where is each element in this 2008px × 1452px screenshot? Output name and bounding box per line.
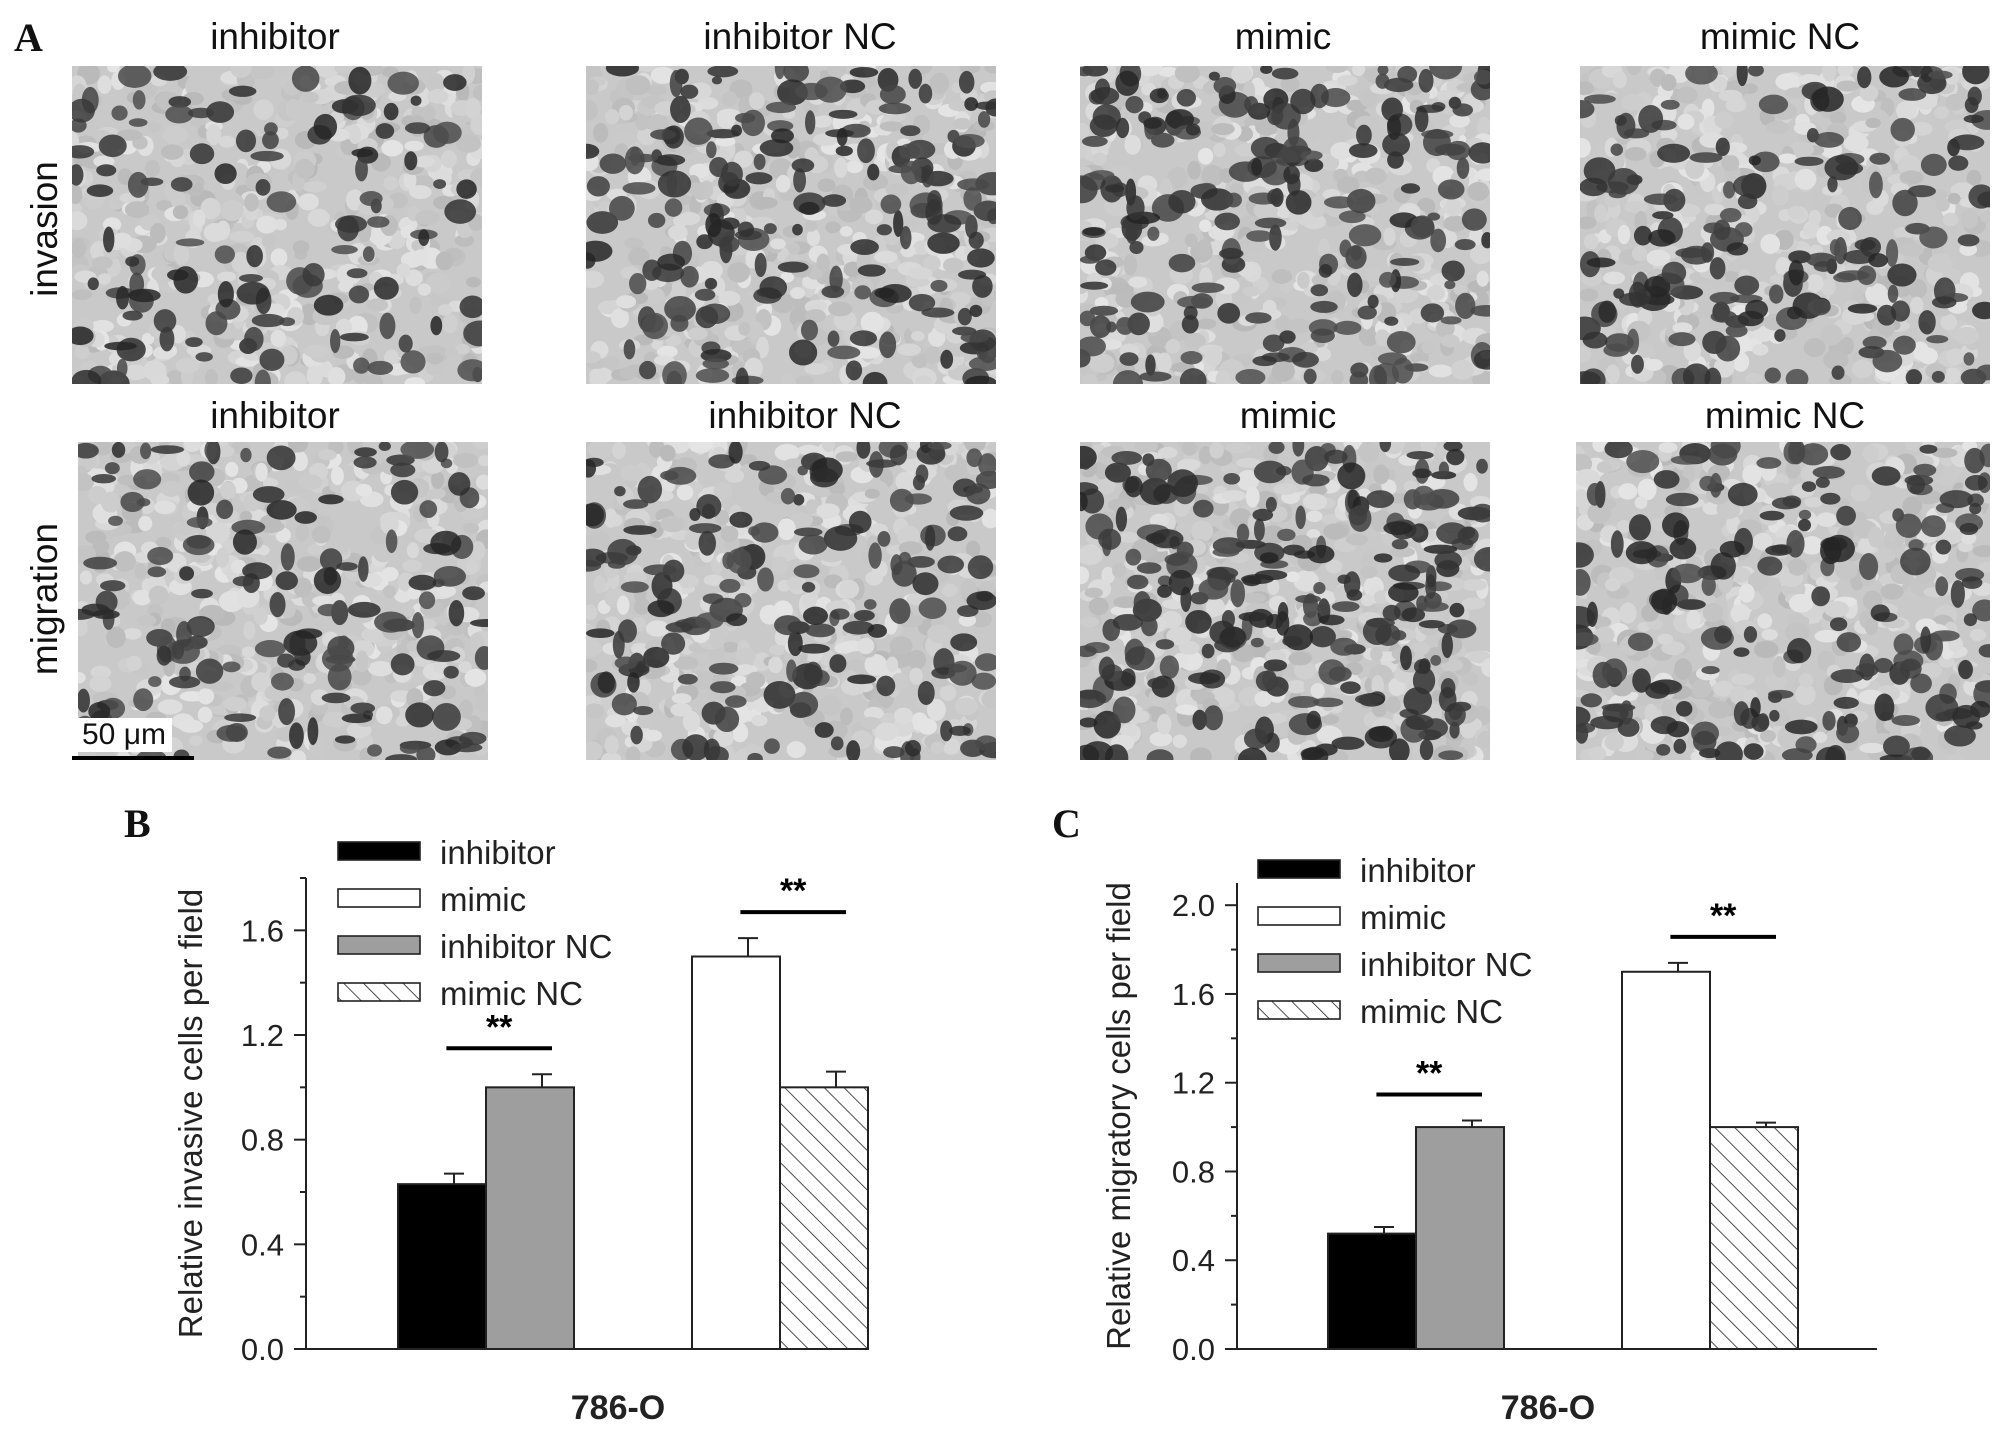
micrograph-texture — [1580, 66, 1990, 384]
y-tick-label: 1.6 — [1172, 977, 1215, 1012]
micrograph-migration-mimic-nc — [1576, 442, 1990, 760]
legend-swatch — [337, 935, 421, 955]
micrograph-invasion-inhibitor-nc — [586, 66, 996, 384]
legend-swatch — [1257, 953, 1341, 973]
micrograph-texture — [72, 66, 482, 384]
y-tick-label: 1.2 — [241, 1018, 284, 1053]
micrograph-invasion-mimic-nc — [1580, 66, 1990, 384]
micrograph-migration-inhibitor-nc — [586, 442, 996, 760]
legend-label: mimic NC — [440, 975, 583, 1012]
bar-mimic-nc — [779, 1086, 869, 1350]
micrograph-migration-mimic — [1080, 442, 1490, 760]
x-axis-label: 786-O — [1501, 1389, 1596, 1427]
legend-swatch — [1257, 859, 1341, 879]
scalebar — [72, 756, 194, 760]
invasion-label-inhibitor-nc: inhibitor NC — [703, 16, 897, 57]
y-tick-label: 0.8 — [1172, 1154, 1215, 1189]
scalebar-label: 50 μm — [76, 718, 172, 752]
row-label-migration: migration — [24, 522, 65, 676]
micrograph-texture — [586, 66, 996, 384]
panel-b-letter: B — [124, 801, 151, 846]
y-tick-label: 2.0 — [1172, 888, 1215, 923]
legend-label: inhibitor NC — [440, 928, 612, 965]
y-tick-label: 0.0 — [1172, 1332, 1215, 1367]
invasion-label-mimic: mimic — [1234, 16, 1332, 57]
micrograph-migration-inhibitor — [78, 442, 488, 760]
legend-swatch — [1257, 906, 1341, 926]
migration-label-mimic-nc: mimic NC — [1704, 395, 1866, 436]
migration-label-mimic: mimic — [1239, 395, 1337, 436]
panel-c-letter: C — [1052, 801, 1081, 846]
y-tick-label: 0.0 — [241, 1332, 284, 1367]
panel-a-letter: A — [14, 15, 43, 60]
micrograph-texture — [78, 442, 488, 760]
row-label-invasion: invasion — [24, 161, 65, 297]
micrograph-invasion-inhibitor — [72, 66, 482, 384]
legend-label: mimic — [1360, 899, 1446, 936]
bar-mimic-nc — [1709, 1126, 1799, 1350]
micrograph-texture — [1080, 442, 1490, 760]
y-tick-label: 1.6 — [241, 913, 284, 948]
micrograph-invasion-mimic — [1080, 66, 1490, 384]
legend-label: inhibitor — [440, 834, 556, 871]
micrograph-texture — [586, 442, 996, 760]
micrograph-texture — [1080, 66, 1490, 384]
y-tick-label: 0.4 — [241, 1227, 284, 1262]
invasion-label-inhibitor: inhibitor — [210, 16, 340, 57]
legend-label: mimic NC — [1360, 993, 1503, 1030]
migration-label-inhibitor-nc: inhibitor NC — [708, 395, 902, 436]
legend-swatch — [1257, 1000, 1341, 1020]
invasion-label-mimic-nc: mimic NC — [1699, 16, 1861, 57]
bar-inhibitor-nc — [1415, 1126, 1505, 1350]
significance-label: ** — [1710, 897, 1737, 935]
bar-inhibitor-nc — [485, 1086, 575, 1350]
x-axis-label: 786-O — [571, 1389, 666, 1427]
legend-swatch — [337, 982, 421, 1002]
chart-migratory: 0.0 0.4 0.8 1.2 1.6 2.0 Relative migratory cel… — [1100, 852, 1877, 1427]
bar-mimic — [691, 955, 781, 1350]
migration-label-inhibitor: inhibitor — [210, 395, 340, 436]
significance-label: ** — [780, 872, 807, 910]
y-tick-label: 1.2 — [1172, 1066, 1215, 1101]
significance-label: ** — [1416, 1054, 1443, 1092]
legend-swatch — [337, 841, 421, 861]
chart-invasive: 0.0 0.4 0.8 1.2 1.6 Relative invasive cells p… — [172, 834, 869, 1427]
y-axis-label: Relative invasive cells per field — [172, 889, 209, 1338]
micrograph-texture — [1576, 442, 1990, 760]
bar-inhibitor — [1327, 1232, 1417, 1350]
y-tick-label: 0.4 — [1172, 1243, 1215, 1278]
legend-swatch — [337, 888, 421, 908]
bar-inhibitor — [397, 1183, 487, 1350]
y-tick-label: 0.8 — [241, 1123, 284, 1158]
significance-label: ** — [486, 1008, 513, 1046]
legend-label: inhibitor NC — [1360, 946, 1532, 983]
legend-label: mimic — [440, 881, 526, 918]
legend-label: inhibitor — [1360, 852, 1476, 889]
bar-mimic — [1621, 970, 1711, 1350]
y-axis-label: Relative migratory cells per field — [1100, 882, 1137, 1350]
